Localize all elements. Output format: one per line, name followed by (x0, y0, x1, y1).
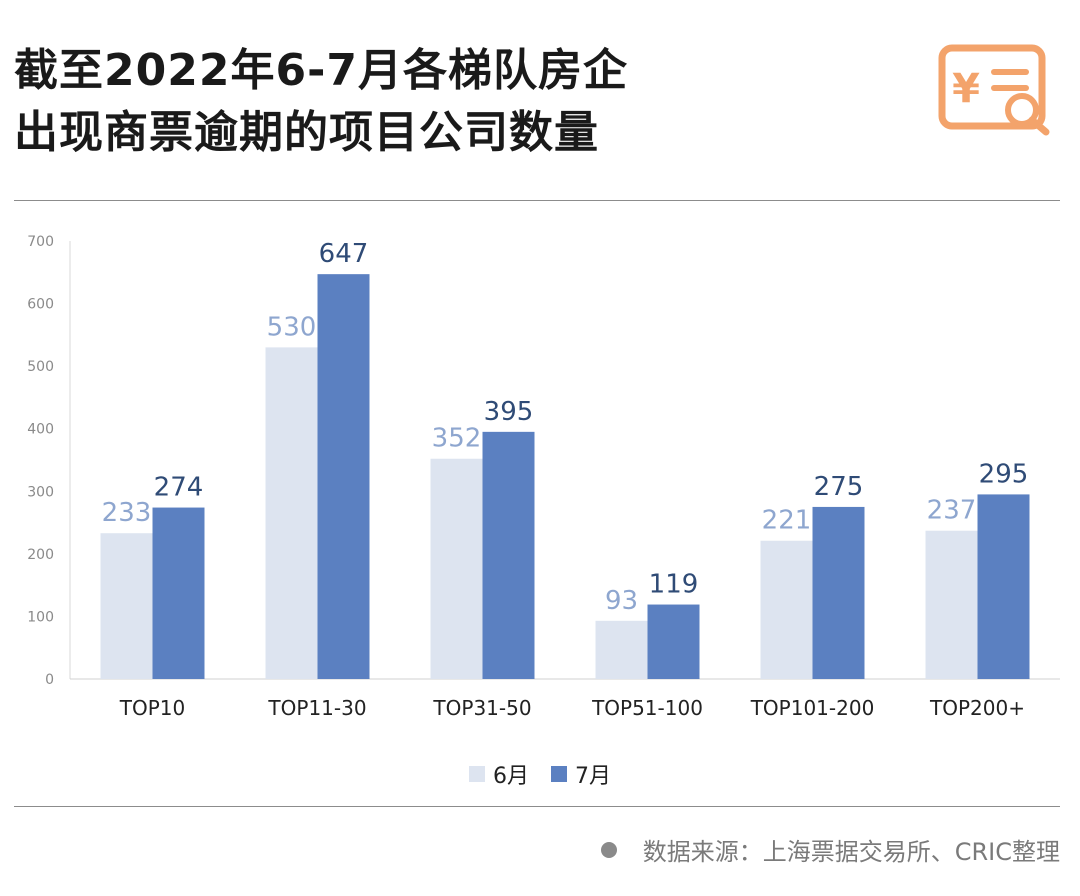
bar-july (977, 494, 1030, 679)
bar-june (925, 530, 978, 679)
legend-swatch-july (551, 766, 567, 782)
source-note: 数据来源：上海票据交易所、CRIC整理 (600, 832, 1060, 867)
bar-june (100, 533, 153, 679)
page-title: 截至2022年6-7月各梯队房企 出现商票逾期的项目公司数量 (14, 40, 628, 164)
data-label-july: 119 (649, 570, 699, 600)
bar-july (317, 274, 370, 679)
bar-july (812, 506, 865, 679)
bar-june (595, 620, 648, 679)
legend-swatch-june (469, 766, 485, 782)
data-label-june: 237 (927, 496, 977, 526)
y-tick-label: 300 (27, 484, 54, 500)
bar-july (152, 507, 205, 679)
bar-july (482, 431, 535, 679)
legend-item-june: 6月 (469, 758, 529, 790)
data-label-june: 530 (267, 312, 317, 342)
x-tick-label: TOP10 (119, 696, 185, 720)
y-tick-label: 400 (27, 422, 54, 438)
top-divider (14, 200, 1060, 201)
y-tick-label: 600 (27, 297, 54, 313)
data-label-july: 647 (319, 239, 369, 269)
legend-item-july: 7月 (551, 758, 611, 790)
data-label-june: 221 (762, 506, 812, 536)
data-label-july: 275 (814, 472, 864, 502)
bullet-dot-icon (600, 841, 617, 858)
x-tick-label: TOP31-50 (432, 696, 531, 720)
data-label-june: 352 (432, 424, 482, 454)
data-label-july: 274 (154, 473, 204, 503)
source-text: 数据来源：上海票据交易所、CRIC整理 (642, 838, 1060, 866)
x-tick-label: TOP11-30 (267, 696, 366, 720)
data-label-july: 395 (484, 397, 534, 427)
legend-label-june: 6月 (493, 764, 529, 789)
title-line-2: 出现商票逾期的项目公司数量 (14, 107, 599, 158)
chart-legend: 6月 7月 (0, 758, 1080, 790)
data-label-july: 295 (979, 459, 1029, 489)
x-tick-label: TOP101-200 (750, 696, 875, 720)
y-tick-label: 100 (27, 609, 54, 625)
y-tick-label: 0 (45, 672, 54, 688)
y-tick-label: 500 (27, 359, 54, 375)
y-tick-label: 200 (27, 547, 54, 563)
invoice-search-icon: ¥ (938, 44, 1050, 136)
bar-july (647, 604, 700, 679)
title-line-1: 截至2022年6-7月各梯队房企 (14, 45, 628, 96)
svg-text:¥: ¥ (952, 66, 980, 112)
y-tick-label: 700 (27, 234, 54, 250)
x-tick-label: TOP51-100 (591, 696, 703, 720)
bar-june (265, 347, 318, 679)
bar-june (760, 540, 813, 679)
data-label-june: 93 (605, 586, 638, 616)
bar-june (430, 458, 483, 679)
x-tick-label: TOP200+ (929, 696, 1025, 720)
data-label-june: 233 (102, 498, 152, 528)
bottom-divider (14, 806, 1060, 807)
legend-label-july: 7月 (575, 764, 611, 789)
